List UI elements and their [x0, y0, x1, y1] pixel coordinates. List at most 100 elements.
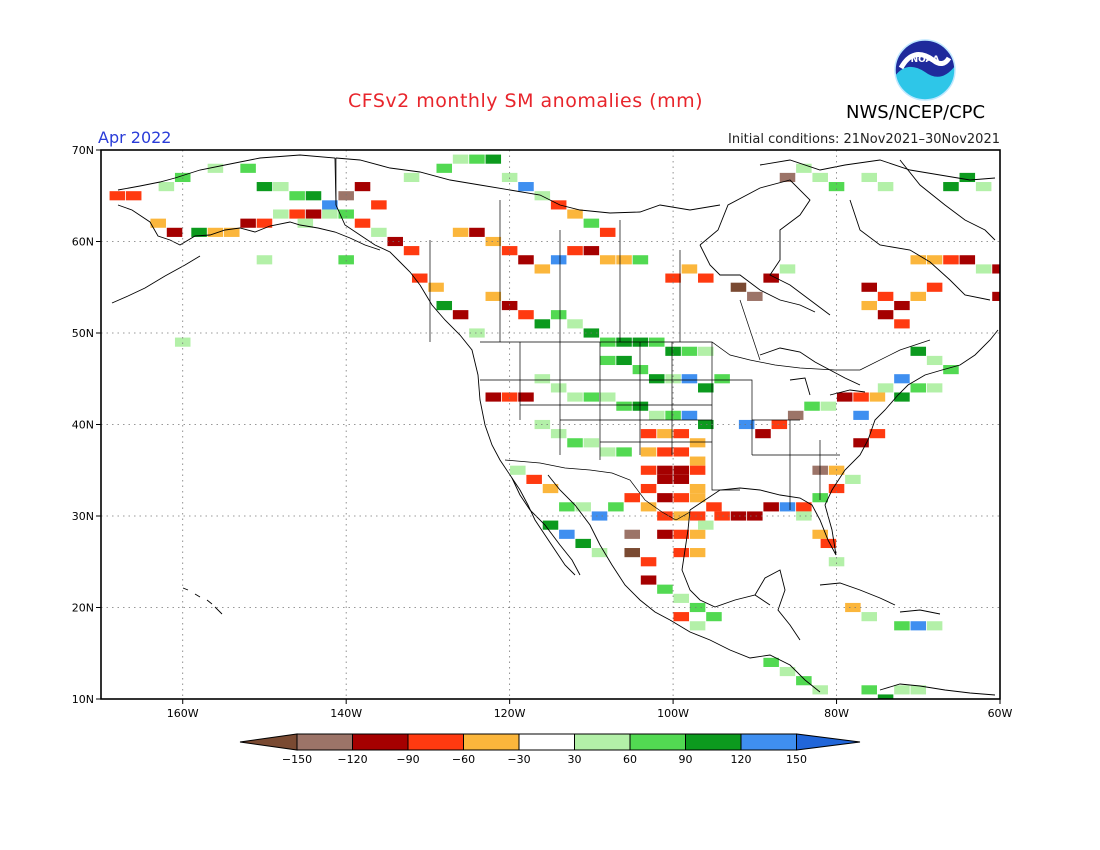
anomaly-cell [975, 264, 992, 274]
canada-provinces [429, 200, 761, 361]
lon-label: 140W [330, 707, 362, 720]
anomaly-cell [673, 465, 690, 475]
colorbar-label: −90 [396, 753, 419, 766]
anomaly-cell [673, 511, 690, 521]
lat-label: 40N [72, 419, 94, 432]
anomaly-cell [673, 493, 690, 503]
anomaly-cell [926, 355, 943, 366]
anomaly-cell [698, 419, 714, 430]
anomaly-cell [526, 474, 542, 484]
anomaly-cell [256, 182, 273, 192]
anomaly-cell [550, 255, 567, 265]
anomaly-cell [689, 465, 706, 475]
hispaniola [899, 609, 941, 615]
anomaly-cell [869, 392, 886, 402]
anomaly-cell [926, 255, 943, 265]
anomaly-cell [567, 438, 583, 448]
arctic-islands [759, 159, 996, 181]
anomaly-cell [796, 502, 812, 512]
anomaly-cell [518, 255, 534, 265]
anomaly-cell [796, 163, 812, 173]
anomaly-cell [518, 392, 534, 402]
anomaly-cell [828, 557, 845, 567]
labrador-coast [849, 199, 991, 301]
anomaly-cell [616, 355, 632, 366]
anomaly-cell [861, 612, 878, 622]
anomaly-cell [436, 163, 453, 173]
anomaly-cell [877, 694, 894, 699]
anomaly-cell [681, 374, 698, 384]
anomaly-cell [738, 419, 755, 430]
cuba [819, 582, 896, 606]
anomaly-cell [354, 218, 371, 228]
colorbar-arrow-low [239, 733, 298, 751]
anomaly-cell [240, 218, 256, 228]
colorbar-label: −30 [507, 753, 530, 766]
noaa-logo: NOAA [894, 39, 956, 101]
anomaly-cell [861, 282, 878, 292]
anomaly-cell [518, 182, 534, 192]
anomaly-cell [681, 346, 698, 356]
lon-label: 120W [494, 707, 526, 720]
anomaly-cell [240, 163, 256, 173]
lat-label: 30N [72, 510, 94, 523]
anomaly-cell [681, 264, 698, 274]
anomaly-cell [877, 182, 894, 192]
anomaly-cell [910, 346, 927, 356]
anomaly-cell [706, 502, 722, 512]
anomaly-cell [485, 392, 502, 402]
chart-title: CFSv2 monthly SM anomalies (mm) [348, 90, 704, 112]
colorbar-label: 150 [786, 753, 807, 766]
anomaly-cell [174, 172, 191, 183]
anomaly-cell [689, 483, 706, 494]
anomaly-cell [256, 218, 273, 228]
anomaly-cell [223, 227, 240, 237]
baja [511, 477, 581, 576]
anomaly-cell [869, 429, 886, 439]
anomaly-cell [550, 200, 567, 210]
anomaly-cell [763, 273, 779, 283]
anomaly-cell [632, 255, 649, 265]
anomaly-cell [158, 182, 175, 192]
anomaly-cell [812, 529, 828, 539]
anomaly-cell [861, 172, 878, 183]
anomaly-cell [501, 392, 518, 402]
anomaly-cell [338, 255, 354, 265]
anomaly-cell [640, 429, 657, 439]
anomaly-cell [354, 182, 371, 192]
anomaly-cell [910, 383, 927, 393]
alaska-south-coast [117, 204, 381, 251]
anomaly-cell [665, 374, 681, 384]
anomaly-cell [877, 310, 894, 320]
anomaly-cell [975, 182, 992, 192]
graticule-layer [101, 150, 1000, 699]
anomaly-cell [632, 401, 649, 411]
anomaly-cell [959, 172, 976, 183]
anomaly-cell [689, 511, 706, 521]
us-mexico-border [504, 459, 691, 521]
anomaly-cell [616, 255, 632, 265]
colorbar-legend: −150 −120 −90 −60 −30 30 60 90 120 150 [239, 733, 861, 766]
anomaly-cell [926, 383, 943, 393]
anomaly-cell [411, 273, 428, 283]
anomaly-cell [322, 200, 338, 210]
anomaly-cell [665, 273, 681, 283]
anomaly-cell [714, 511, 730, 521]
coastline-layer [111, 154, 999, 696]
anomaly-cell [150, 218, 166, 228]
anomaly-cell [689, 548, 706, 558]
anomaly-cell [787, 410, 804, 420]
anomaly-cell [510, 465, 526, 475]
anomaly-cell [640, 502, 657, 512]
lon-label: 160W [167, 707, 199, 720]
colorbar-label: 60 [623, 753, 637, 766]
baffin [899, 159, 996, 241]
anomaly-cell [608, 502, 624, 512]
anomaly-cell [256, 255, 273, 265]
anomaly-cell [387, 236, 403, 247]
anomaly-cell [501, 300, 518, 311]
anomaly-cell [469, 328, 485, 338]
anomaly-cell [657, 447, 673, 457]
anomaly-cell [861, 300, 878, 311]
anomaly-cell [371, 200, 387, 210]
